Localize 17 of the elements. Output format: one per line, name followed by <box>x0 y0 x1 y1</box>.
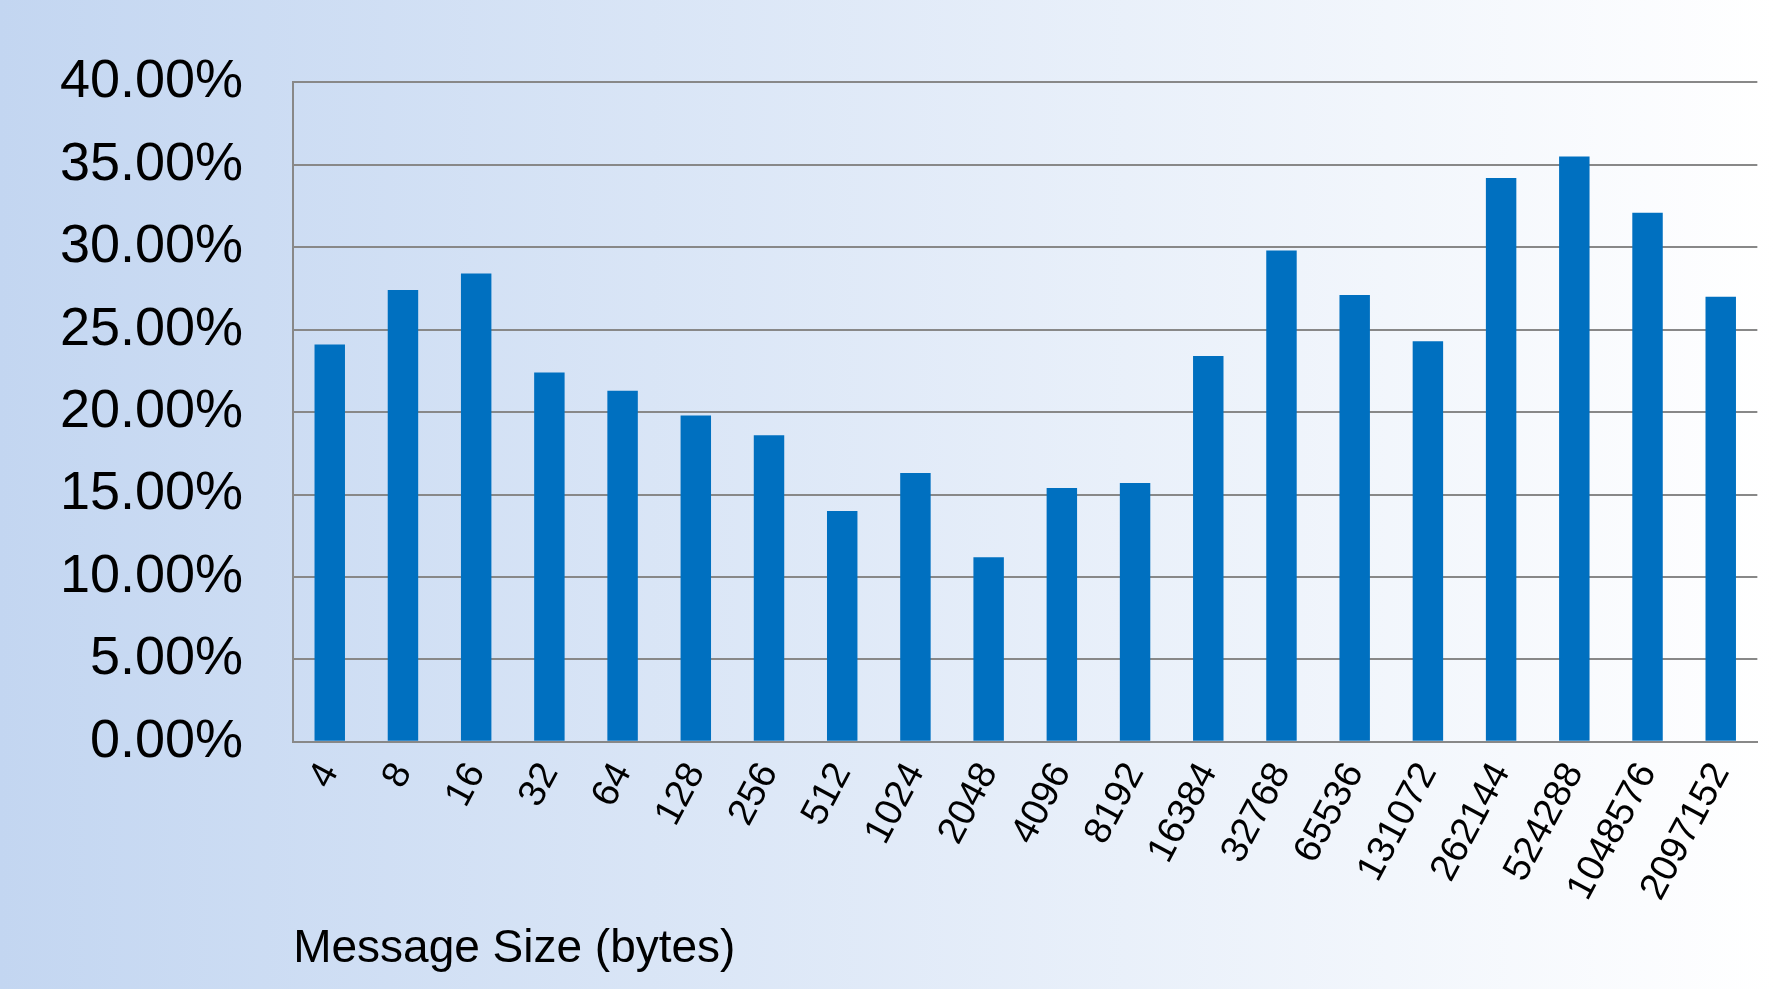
x-tick-label: 256 <box>718 755 786 832</box>
x-tick-label: 4 <box>299 755 347 794</box>
y-tick-label: 30.00% <box>59 213 244 274</box>
x-tick-label: 128 <box>645 755 713 832</box>
x-tick-label: 64 <box>581 755 639 813</box>
x-tick-label: 32 <box>508 755 566 813</box>
y-tick-label: 10.00% <box>59 542 244 603</box>
x-tick-label: 16 <box>435 755 493 813</box>
x-tick-label: 8 <box>372 755 420 794</box>
y-tick-label: 5.00% <box>90 625 244 686</box>
y-tick-label: 25.00% <box>59 295 244 356</box>
y-tick-label: 0.00% <box>90 707 244 768</box>
y-tick-label: 15.00% <box>59 460 244 521</box>
y-tick-label: 20.00% <box>59 377 244 438</box>
y-tick-label: 40.00% <box>59 48 244 109</box>
x-axis-title: Message Size (bytes) <box>293 920 736 973</box>
y-tick-label: 35.00% <box>59 130 244 191</box>
